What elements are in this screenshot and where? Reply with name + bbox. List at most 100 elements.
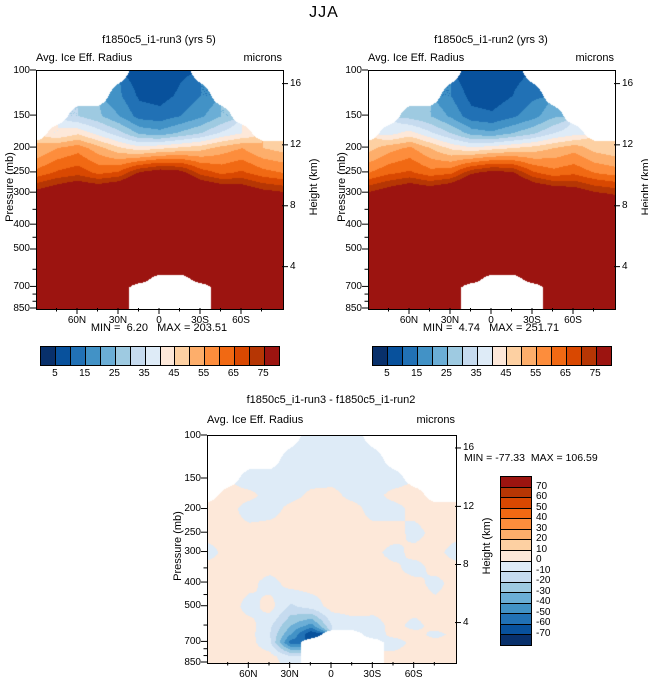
latitude-tick-label: 0 — [488, 315, 494, 326]
latitude-tick-label: 60S — [564, 315, 582, 326]
latitude-tick-label: 60N — [239, 669, 258, 680]
colorbar-tick-label: 65 — [559, 368, 571, 379]
contour-canvas — [37, 71, 283, 309]
panel-run3: f1850c5_i1-run3 (yrs 5) Avg. Ice Eff. Ra… — [0, 28, 320, 384]
colorbar — [500, 476, 532, 646]
height-tick-label: 16 — [290, 78, 302, 90]
colorbar-cell — [69, 347, 85, 365]
colorbar-tick-label: 35 — [138, 368, 150, 379]
latitude-tick-label: 60S — [404, 669, 423, 680]
colorbar — [372, 346, 612, 366]
colorbar-cell — [129, 347, 145, 365]
latitude-tick-label: 60N — [399, 315, 419, 326]
colorbar-cell — [114, 347, 130, 365]
panel-title: f1850c5_i1-run2 (yrs 3) — [434, 34, 548, 46]
panel-diff: f1850c5_i1-run3 - f1850c5_i1-run2 Avg. I… — [0, 388, 648, 694]
colorbar-cell — [501, 477, 531, 487]
colorbar-tick-label: -40 — [536, 596, 551, 607]
colorbar-cell — [551, 347, 567, 365]
colorbar-tick-label: 50 — [536, 501, 548, 513]
latitude-tick-label: 30S — [363, 669, 382, 680]
colorbar-cell — [501, 581, 531, 593]
colorbar-cell — [536, 347, 552, 365]
pressure-tick-label: 250 — [13, 166, 30, 178]
colorbar-tick-label: 60 — [536, 491, 548, 502]
pressure-tick-label: 200 — [345, 141, 362, 153]
colorbar-tick-label: 75 — [589, 368, 601, 379]
units-label: microns — [416, 414, 455, 426]
colorbar-cell — [219, 347, 235, 365]
field-label: Avg. Ice Eff. Radius — [36, 52, 133, 64]
height-tick-label: 4 — [622, 261, 628, 273]
colorbar-tick-label: 15 — [79, 368, 91, 379]
pressure-tick-label: 150 — [184, 472, 201, 484]
pressure-tick-label: 200 — [13, 141, 30, 153]
colorbar-cell — [501, 518, 531, 529]
panel-run2: f1850c5_i1-run2 (yrs 3) Avg. Ice Eff. Ra… — [332, 28, 648, 384]
colorbar-cell — [41, 347, 55, 365]
colorbar-tick-label: 25 — [440, 368, 452, 379]
height-tick-label: 16 — [622, 78, 634, 90]
units-label: microns — [575, 52, 614, 64]
colorbar-cell — [501, 613, 531, 624]
colorbar-cell — [501, 486, 531, 498]
colorbar-tick-label: -20 — [536, 575, 551, 586]
colorbar-cell — [521, 347, 537, 365]
colorbar-cell — [506, 347, 522, 365]
colorbar-tick-label: 5 — [52, 368, 58, 379]
height-axis-title: Height (km) — [308, 158, 320, 216]
colorbar-cell — [501, 571, 531, 582]
pressure-tick-label: 300 — [345, 186, 362, 198]
colorbar-tick-label: 55 — [530, 368, 542, 379]
colorbar-cell — [491, 347, 507, 365]
height-tick-label: 12 — [622, 139, 634, 151]
colorbar-tick-label: 20 — [536, 533, 548, 544]
colorbar-cell — [501, 602, 531, 614]
colorbar-cell — [373, 347, 387, 365]
colorbar-tick-label: 70 — [536, 480, 548, 492]
colorbar-cell — [476, 347, 492, 365]
colorbar-cell — [461, 347, 477, 365]
pressure-tick-label: 850 — [345, 302, 362, 314]
colorbar-cell — [249, 347, 265, 365]
contour-plot — [36, 70, 284, 310]
height-tick-label: 12 — [290, 139, 302, 151]
colorbar-cell — [159, 347, 175, 365]
latitude-tick-label: 30N — [108, 315, 128, 326]
height-tick-label: 8 — [290, 200, 296, 212]
contour-canvas — [208, 436, 456, 663]
contour-canvas — [369, 71, 615, 309]
colorbar-tick-label: -10 — [536, 564, 551, 576]
colorbar-cell — [446, 347, 462, 365]
colorbar-tick-label: 75 — [257, 368, 269, 379]
pressure-tick-label: 200 — [184, 503, 201, 515]
colorbar-cell — [204, 347, 220, 365]
field-label: Avg. Ice Eff. Radius — [207, 414, 304, 426]
minmax-label: MIN = 6.20 MAX = 203.51 — [90, 322, 228, 334]
height-axis-title: Height (km) — [481, 517, 493, 575]
colorbar — [40, 346, 280, 366]
colorbar-tick-label: 5 — [384, 368, 390, 379]
pressure-tick-label: 850 — [13, 302, 30, 314]
colorbar-cell — [401, 347, 417, 365]
colorbar-tick-label: 35 — [470, 368, 482, 379]
latitude-tick-label: 60S — [232, 315, 250, 326]
minmax-label: MIN = 4.74 MAX = 251.71 — [422, 322, 560, 334]
latitude-tick-label: 30N — [280, 669, 299, 680]
pressure-tick-label: 400 — [13, 218, 30, 230]
height-tick-label: 4 — [290, 261, 296, 273]
height-tick-label: 8 — [622, 200, 628, 212]
pressure-tick-label: 100 — [13, 64, 30, 76]
pressure-tick-label: 100 — [345, 64, 362, 76]
height-tick-label: 16 — [463, 442, 475, 454]
colorbar-tick-label: 45 — [500, 368, 512, 379]
pressure-tick-label: 400 — [345, 218, 362, 230]
colorbar-cell — [501, 623, 531, 635]
pressure-tick-label: 250 — [184, 526, 201, 538]
panel-subheader: Avg. Ice Eff. Radius microns — [368, 52, 614, 64]
colorbar-cell — [234, 347, 250, 365]
colorbar-cell — [501, 539, 531, 550]
latitude-tick-label: 0 — [156, 315, 162, 326]
panel-subheader: Avg. Ice Eff. Radius microns — [207, 414, 455, 426]
height-tick-label: 12 — [463, 500, 475, 512]
